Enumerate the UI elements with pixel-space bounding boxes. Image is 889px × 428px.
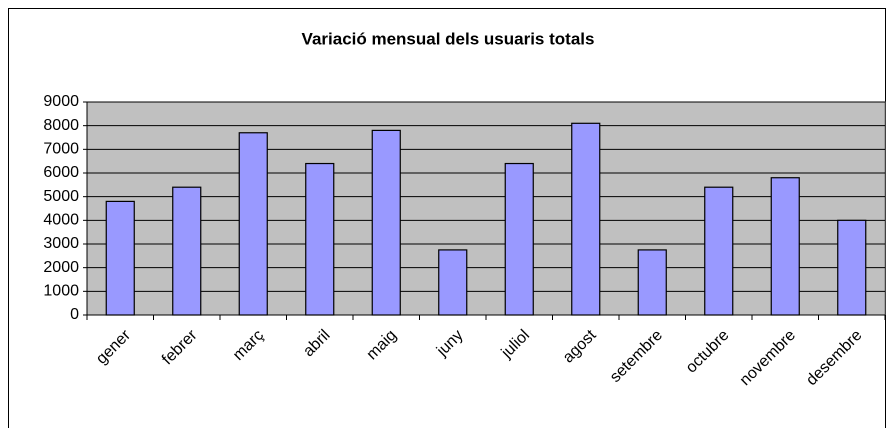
y-tick-label: 0	[70, 306, 79, 323]
bar	[371, 129, 401, 316]
bar	[704, 186, 734, 316]
bar	[438, 249, 468, 316]
bar	[105, 200, 135, 316]
bar	[637, 249, 667, 316]
y-tick-label: 2000	[43, 259, 79, 276]
bar	[504, 162, 534, 316]
bar	[837, 219, 867, 316]
bar	[571, 122, 601, 316]
bar	[305, 162, 335, 316]
y-tick-label: 9000	[43, 93, 79, 110]
bar	[172, 186, 202, 316]
bar	[238, 132, 268, 316]
y-tick-label: 5000	[43, 188, 79, 205]
y-tick-label: 4000	[43, 212, 79, 229]
plot-area	[86, 101, 886, 316]
bar	[770, 177, 800, 316]
y-tick-label: 7000	[43, 141, 79, 158]
y-tick-label: 6000	[43, 164, 79, 181]
y-tick-label: 1000	[43, 283, 79, 300]
chart-title: Variació mensual dels usuaris totals	[302, 29, 595, 48]
y-tick-label: 3000	[43, 235, 79, 252]
y-tick-label: 8000	[43, 117, 79, 134]
